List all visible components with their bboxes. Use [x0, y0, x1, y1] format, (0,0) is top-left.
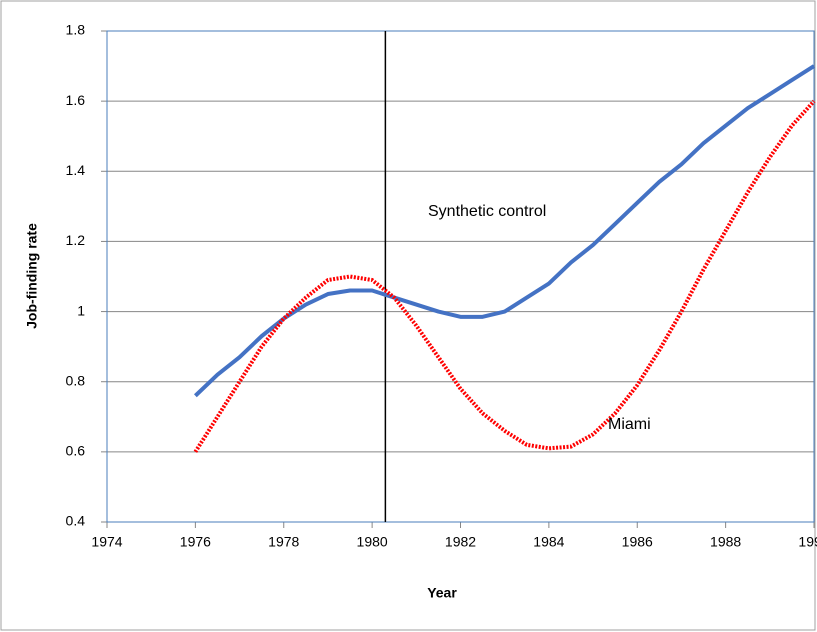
x-tick-label: 1988 — [710, 534, 741, 550]
x-tick-label: 1990 — [798, 534, 817, 550]
series-label: Synthetic control — [428, 203, 546, 220]
y-tick-label: 1.4 — [66, 162, 86, 178]
x-axis-label: Year — [427, 585, 457, 601]
plot-frame — [106, 30, 815, 523]
x-tick-label: 1976 — [180, 534, 211, 550]
x-tick-label: 1984 — [533, 534, 564, 550]
y-tick-label: 0.8 — [66, 372, 86, 388]
x-tick-label: 1980 — [357, 534, 388, 550]
x-tick-label: 1974 — [91, 534, 122, 550]
y-tick-label: 1.6 — [66, 92, 86, 108]
series-line — [193, 64, 816, 398]
series-label: Miami — [608, 416, 651, 433]
y-axis-label: Job-finding rate — [24, 223, 40, 329]
y-tick-label: 1.8 — [66, 22, 86, 38]
y-tick-label: 1.2 — [66, 232, 86, 248]
y-tick-label: 0.6 — [66, 443, 86, 459]
x-tick-label: 1982 — [445, 534, 476, 550]
x-tick-label: 1986 — [622, 534, 653, 550]
series-line — [193, 99, 816, 453]
y-tick-label: 0.4 — [66, 513, 86, 529]
y-tick-label: 1 — [77, 302, 85, 318]
x-tick-label: 1978 — [268, 534, 299, 550]
